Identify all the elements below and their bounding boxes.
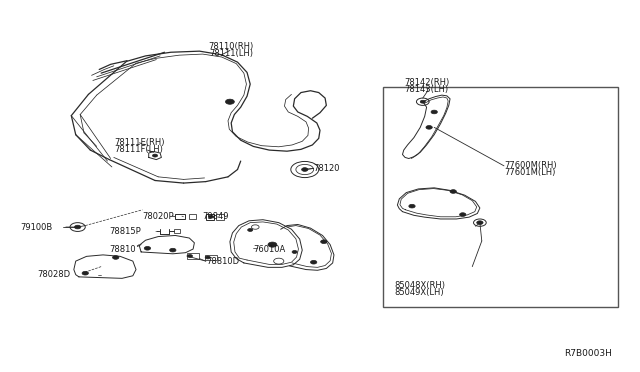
Circle shape bbox=[268, 242, 277, 247]
Circle shape bbox=[113, 256, 119, 259]
Circle shape bbox=[460, 213, 466, 217]
Circle shape bbox=[426, 125, 432, 129]
Text: 78111F(LH): 78111F(LH) bbox=[114, 145, 163, 154]
Text: 85049X(LH): 85049X(LH) bbox=[395, 288, 445, 297]
Circle shape bbox=[477, 221, 483, 224]
Text: R7B0003H: R7B0003H bbox=[564, 349, 612, 358]
Bar bbox=[216, 214, 224, 221]
Circle shape bbox=[209, 215, 213, 218]
Circle shape bbox=[225, 99, 234, 104]
Text: 78028D: 78028D bbox=[38, 270, 71, 279]
Text: 78120: 78120 bbox=[314, 164, 340, 173]
Text: 78020P: 78020P bbox=[142, 212, 174, 221]
Circle shape bbox=[205, 256, 211, 259]
Circle shape bbox=[152, 154, 157, 157]
Text: 78815P: 78815P bbox=[109, 227, 141, 236]
Circle shape bbox=[431, 110, 437, 114]
Circle shape bbox=[248, 228, 253, 231]
Text: 79849: 79849 bbox=[203, 212, 229, 221]
Circle shape bbox=[409, 204, 415, 208]
Text: 78111E(RH): 78111E(RH) bbox=[114, 138, 164, 147]
Text: 77601M(LH): 77601M(LH) bbox=[504, 168, 556, 177]
Circle shape bbox=[292, 250, 297, 253]
Circle shape bbox=[144, 247, 150, 250]
Text: 78143(LH): 78143(LH) bbox=[404, 85, 449, 94]
Bar bbox=[187, 253, 200, 259]
Text: 76010A: 76010A bbox=[253, 244, 285, 254]
Text: 85048X(RH): 85048X(RH) bbox=[395, 281, 446, 290]
Circle shape bbox=[82, 272, 88, 275]
Circle shape bbox=[301, 168, 308, 171]
Bar bbox=[175, 214, 186, 219]
Text: 78110(RH): 78110(RH) bbox=[209, 42, 254, 51]
Circle shape bbox=[188, 254, 193, 257]
Bar bbox=[205, 255, 217, 260]
Circle shape bbox=[170, 248, 176, 252]
Bar bbox=[189, 214, 196, 219]
Text: 77600M(RH): 77600M(RH) bbox=[504, 161, 557, 170]
Bar bbox=[383, 87, 618, 307]
Circle shape bbox=[74, 225, 81, 229]
Circle shape bbox=[321, 240, 327, 244]
Text: 78810D: 78810D bbox=[206, 257, 239, 266]
Text: 78111(LH): 78111(LH) bbox=[209, 49, 253, 58]
Circle shape bbox=[310, 260, 317, 264]
Text: 78142(RH): 78142(RH) bbox=[404, 78, 449, 87]
Bar bbox=[174, 229, 180, 233]
Circle shape bbox=[420, 100, 426, 103]
Text: 79100B: 79100B bbox=[20, 222, 52, 231]
Bar bbox=[206, 214, 214, 220]
Circle shape bbox=[450, 190, 456, 193]
Text: 78810: 78810 bbox=[109, 244, 136, 254]
